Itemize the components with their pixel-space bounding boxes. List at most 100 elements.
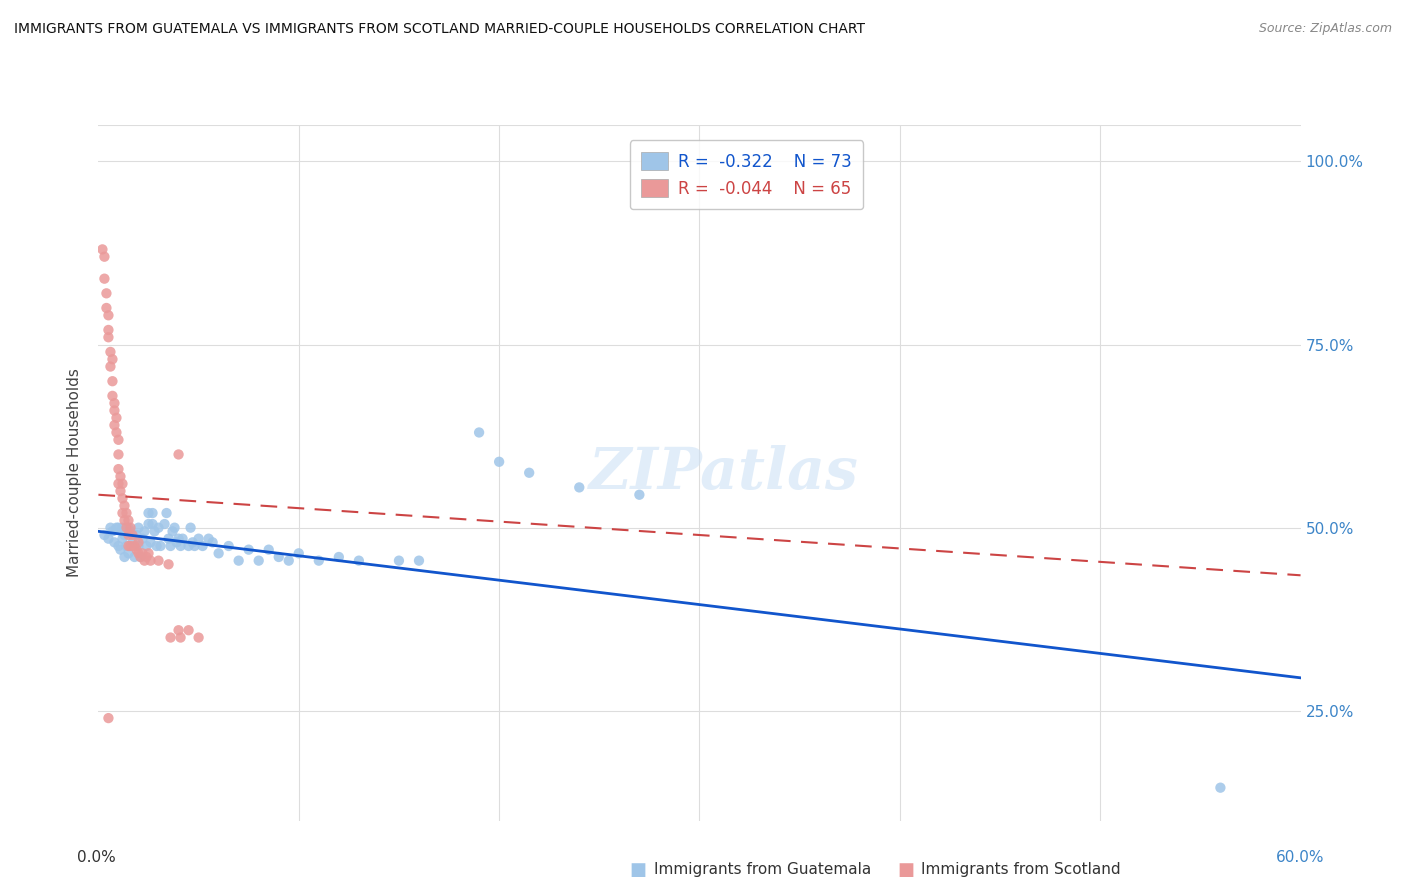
Point <box>157 532 180 546</box>
Point <box>131 546 153 560</box>
Point <box>628 488 651 502</box>
Point <box>105 425 128 440</box>
Point <box>166 535 188 549</box>
Point <box>121 535 143 549</box>
Point <box>143 524 166 539</box>
Point <box>169 539 191 553</box>
Point <box>308 554 330 568</box>
Point <box>91 243 114 257</box>
Point <box>169 631 191 645</box>
Point <box>167 532 190 546</box>
Point <box>347 554 370 568</box>
Point <box>97 308 120 322</box>
Point <box>97 711 120 725</box>
Text: ■: ■ <box>897 861 914 879</box>
Point <box>117 546 139 560</box>
Point <box>172 532 194 546</box>
Point <box>111 491 134 506</box>
Point <box>111 476 134 491</box>
Point <box>110 469 132 483</box>
Point <box>257 542 280 557</box>
Point <box>117 513 139 527</box>
Text: Immigrants from Guatemala: Immigrants from Guatemala <box>654 863 872 877</box>
Point <box>157 558 180 572</box>
Point <box>96 301 118 315</box>
Point <box>208 546 231 560</box>
Point <box>97 330 120 344</box>
Point <box>103 403 125 417</box>
Point <box>96 286 118 301</box>
Text: 0.0%: 0.0% <box>77 850 115 865</box>
Point <box>93 528 115 542</box>
Point <box>138 516 160 531</box>
Point <box>107 521 129 535</box>
Point <box>115 539 138 553</box>
Point <box>159 631 181 645</box>
Point <box>181 535 204 549</box>
Point <box>114 513 136 527</box>
Point <box>100 521 122 535</box>
Point <box>163 521 186 535</box>
Point <box>128 521 150 535</box>
Point <box>167 624 190 638</box>
Point <box>388 554 411 568</box>
Point <box>114 549 136 564</box>
Point <box>135 539 157 553</box>
Y-axis label: Married-couple Households: Married-couple Households <box>67 368 83 577</box>
Point <box>103 396 125 410</box>
Point <box>103 418 125 433</box>
Point <box>267 549 290 564</box>
Point <box>107 539 129 553</box>
Point <box>135 549 157 564</box>
Point <box>517 466 540 480</box>
Point <box>93 271 115 285</box>
Point <box>128 539 150 553</box>
Point <box>101 524 124 539</box>
Point <box>277 554 299 568</box>
Point <box>138 506 160 520</box>
Point <box>107 433 129 447</box>
Point <box>468 425 491 440</box>
Text: IMMIGRANTS FROM GUATEMALA VS IMMIGRANTS FROM SCOTLAND MARRIED-COUPLE HOUSEHOLDS : IMMIGRANTS FROM GUATEMALA VS IMMIGRANTS … <box>14 22 865 37</box>
Text: Source: ZipAtlas.com: Source: ZipAtlas.com <box>1258 22 1392 36</box>
Point <box>120 524 142 539</box>
Text: ■: ■ <box>630 861 647 879</box>
Text: 60.0%: 60.0% <box>1277 850 1324 865</box>
Point <box>117 528 139 542</box>
Point <box>328 549 350 564</box>
Point <box>120 539 142 553</box>
Point <box>408 554 430 568</box>
Point <box>197 532 219 546</box>
Point <box>141 516 163 531</box>
Point <box>129 549 152 564</box>
Point <box>107 476 129 491</box>
Point <box>187 631 209 645</box>
Point <box>114 499 136 513</box>
Point <box>191 539 214 553</box>
Point <box>110 542 132 557</box>
Point <box>117 521 139 535</box>
Point <box>153 516 176 531</box>
Point <box>134 524 156 539</box>
Text: Immigrants from Scotland: Immigrants from Scotland <box>921 863 1121 877</box>
Point <box>115 506 138 520</box>
Point <box>103 535 125 549</box>
Point <box>117 539 139 553</box>
Point <box>129 549 152 564</box>
Point <box>145 539 167 553</box>
Point <box>115 521 138 535</box>
Point <box>177 624 200 638</box>
Point <box>100 359 122 374</box>
Point <box>110 484 132 499</box>
Point <box>167 447 190 461</box>
Point <box>139 554 162 568</box>
Point <box>121 528 143 542</box>
Point <box>105 521 128 535</box>
Point <box>107 447 129 461</box>
Point <box>180 521 202 535</box>
Point <box>125 542 148 557</box>
Point <box>228 554 250 568</box>
Point <box>114 528 136 542</box>
Point <box>105 410 128 425</box>
Text: ZIPatlas: ZIPatlas <box>589 444 859 501</box>
